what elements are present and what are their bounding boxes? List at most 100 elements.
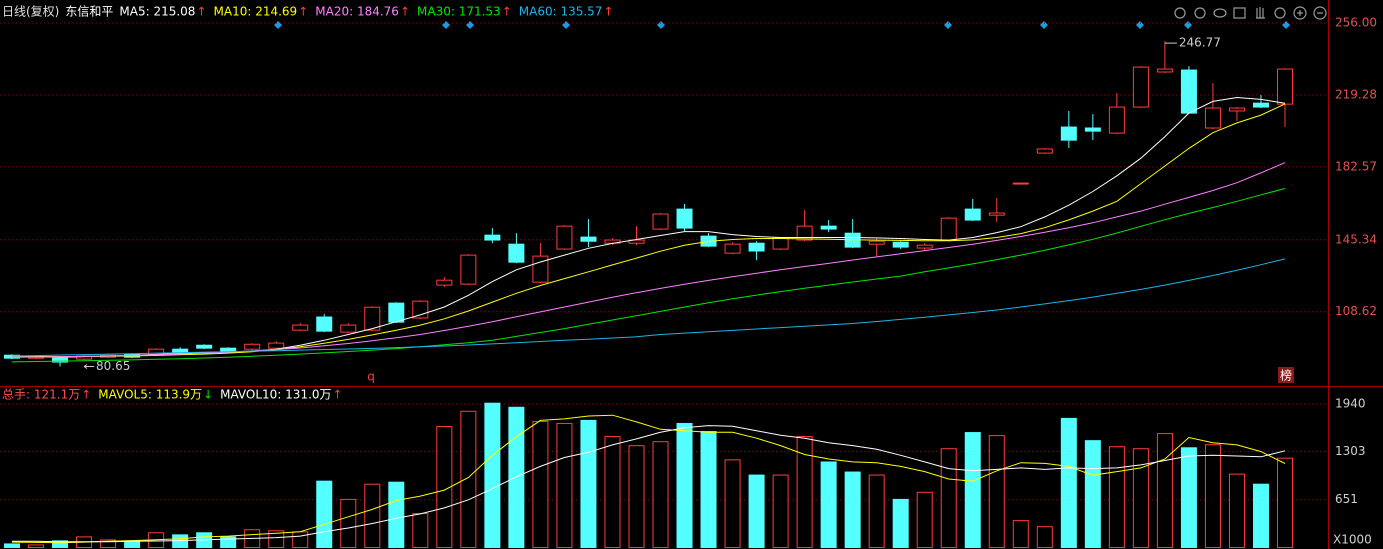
candle-body xyxy=(52,357,69,363)
volume-bar xyxy=(364,483,381,548)
legend-label: MAVOL5: 113.9万 xyxy=(98,388,202,402)
volume-bar xyxy=(916,491,933,549)
view-icon[interactable] xyxy=(1213,8,1227,18)
candle-body xyxy=(196,344,213,349)
candle-body xyxy=(892,241,909,248)
volume-bar xyxy=(1084,440,1101,549)
candle-body xyxy=(316,316,333,332)
event-marker xyxy=(944,21,952,29)
volume-bar xyxy=(1252,483,1269,548)
legend-arrow: ↑ xyxy=(81,388,91,402)
candle-body xyxy=(988,212,1005,216)
candle-body xyxy=(412,300,429,319)
candle-body xyxy=(364,306,381,331)
candle-body xyxy=(1060,126,1077,141)
event-label: q xyxy=(367,370,375,384)
volume-bar xyxy=(1108,446,1125,548)
candle-body xyxy=(484,234,501,241)
y-tick-label: 145.34 xyxy=(1335,232,1377,246)
settings-icon[interactable] xyxy=(1194,7,1206,19)
y-tick-label: 108.62 xyxy=(1335,304,1377,318)
y-tick-label: 1303 xyxy=(1335,444,1366,458)
volume-bar xyxy=(556,422,573,548)
zoom-in-plus xyxy=(1297,10,1303,16)
volume-bar xyxy=(1180,447,1197,548)
volume-bar xyxy=(628,445,645,548)
legend-arrow: ↑ xyxy=(400,5,410,19)
tool-icon[interactable] xyxy=(1274,7,1286,19)
volume-bar xyxy=(796,436,813,548)
low-pointer xyxy=(83,364,95,369)
candle-body xyxy=(772,237,789,250)
candle-body xyxy=(1204,107,1221,129)
candle-body xyxy=(436,279,453,286)
candle-body xyxy=(964,208,981,221)
toolbar xyxy=(1174,6,1327,20)
volume-bar xyxy=(892,498,909,548)
candle-body xyxy=(1108,106,1125,134)
candle-body xyxy=(916,244,933,249)
ma-line xyxy=(12,103,1286,358)
volume-bar xyxy=(676,422,693,548)
volume-bar xyxy=(1012,520,1029,548)
legend-arrow: ↑ xyxy=(196,5,206,19)
hand-icon[interactable] xyxy=(1256,7,1265,19)
ma-line xyxy=(12,425,1286,543)
candle-body xyxy=(388,302,405,323)
candle-body xyxy=(868,240,885,245)
volume-bar xyxy=(52,540,69,549)
volume-bar xyxy=(964,432,981,548)
volume-bar xyxy=(1156,433,1173,548)
candle-body xyxy=(220,347,237,352)
candle-body xyxy=(268,342,285,349)
volume-bar xyxy=(580,419,597,548)
zoom-out-icon[interactable] xyxy=(1313,6,1327,20)
event-badge xyxy=(1278,367,1294,383)
candle-body xyxy=(508,243,525,263)
event-label: 榜 xyxy=(1280,368,1292,383)
stock-name: 东信和平 xyxy=(65,5,113,19)
zoom-icon[interactable] xyxy=(1174,7,1186,19)
candle-body xyxy=(1132,66,1149,108)
volume-bar xyxy=(604,436,621,548)
legend-arrow: ↑ xyxy=(333,388,343,402)
volume-bar xyxy=(1060,417,1077,549)
period-label: 日线(复权) xyxy=(2,5,59,19)
zoom-in-icon[interactable] xyxy=(1293,6,1307,20)
volume-bar xyxy=(388,481,405,549)
volume-bar xyxy=(1036,526,1053,549)
low-label: 80.65 xyxy=(96,359,130,373)
legend-label: 总手: 121.1万 xyxy=(2,388,80,402)
legend-arrow: ↓ xyxy=(203,388,213,402)
candle-body xyxy=(676,208,693,229)
y-tick-label: 219.28 xyxy=(1335,87,1377,101)
event-marker xyxy=(657,21,665,29)
legend-arrow: ↑ xyxy=(502,5,512,19)
volume-bar xyxy=(292,531,309,548)
legend-label: MA10: 214.69 xyxy=(214,5,298,19)
candle-body xyxy=(1036,148,1053,154)
volume-bar xyxy=(508,406,525,549)
high-label: 246.77 xyxy=(1179,36,1221,50)
y-tick-label: 651 xyxy=(1335,492,1358,506)
candle-body xyxy=(244,343,261,350)
legend-label: MA5: 215.08 xyxy=(119,5,195,19)
ma-line xyxy=(11,188,1286,363)
volume-bar xyxy=(1204,444,1221,548)
candle-body xyxy=(1012,182,1029,185)
candle-body xyxy=(580,236,597,242)
candle-body xyxy=(820,225,837,230)
candle-body xyxy=(724,243,741,254)
volume-bar xyxy=(1228,473,1245,548)
volume-bar xyxy=(1277,457,1293,548)
legend-arrow: ↑ xyxy=(298,5,308,19)
event-marker xyxy=(1040,21,1048,29)
volume-bar xyxy=(220,536,237,548)
volume-bar xyxy=(532,420,549,548)
volume-bar xyxy=(988,435,1005,548)
candle-body xyxy=(460,254,477,285)
candle-body xyxy=(652,213,669,230)
volume-bar xyxy=(700,431,717,548)
draw-icon[interactable] xyxy=(1233,7,1246,19)
